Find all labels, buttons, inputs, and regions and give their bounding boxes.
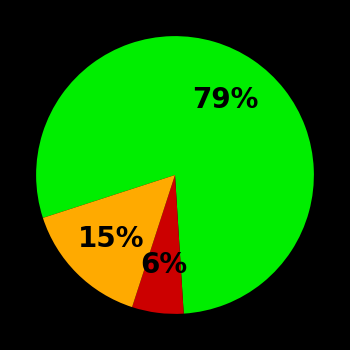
Wedge shape [132,175,184,314]
Text: 79%: 79% [193,86,259,114]
Text: 6%: 6% [140,251,187,279]
Wedge shape [36,36,314,314]
Text: 15%: 15% [78,225,145,253]
Wedge shape [43,175,175,307]
